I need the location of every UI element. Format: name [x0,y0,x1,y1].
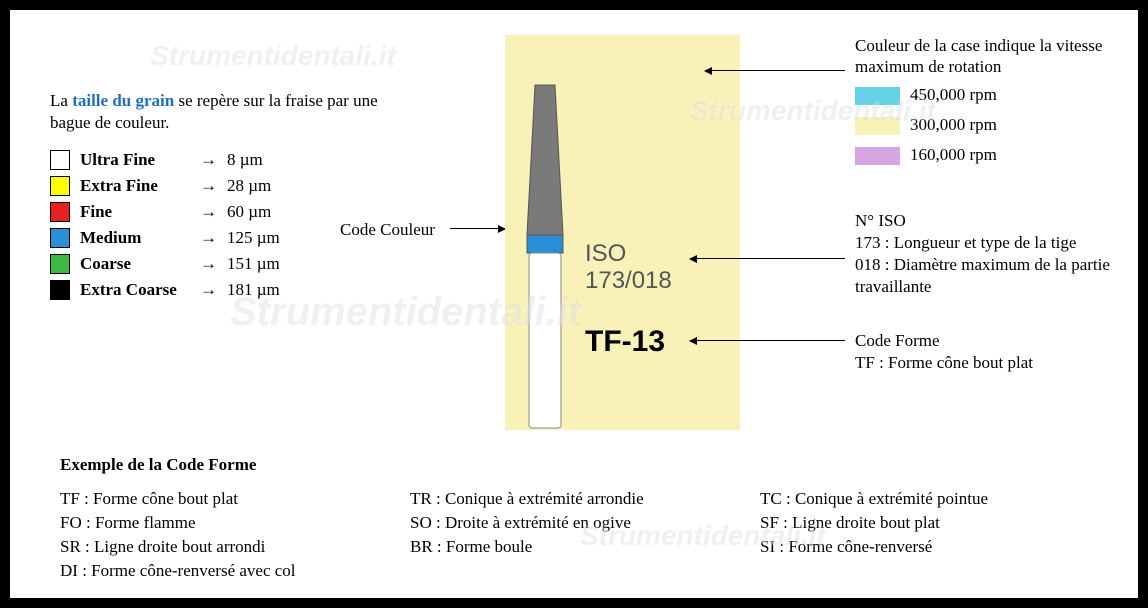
example-cell: FO : Forme flamme [60,513,410,533]
rpm-label: 300,000 rpm [910,115,997,134]
example-cell: TF : Forme cône bout plat [60,489,410,509]
arrow-icon: → [200,150,217,170]
intro-highlight: taille du grain [72,91,174,110]
example-cell: DI : Forme cône-renversé avec col [60,561,410,581]
rpm-list: 450,000 rpm 300,000 rpm 160,000 rpm [855,85,997,175]
grain-name: Extra Fine [80,176,190,196]
grain-swatch [50,228,70,248]
example-cell: BR : Forme boule [410,537,760,557]
intro-prefix: La [50,91,72,110]
grain-swatch [50,202,70,222]
code-forme-title: Code Forme [855,330,1135,352]
grain-name: Fine [80,202,190,222]
bur-svg [505,35,740,430]
grain-row: Ultra Fine → 8 µm [50,150,350,170]
bur-head [527,85,563,235]
grain-swatch [50,176,70,196]
bur-panel: ISO 173/018 TF-13 [505,35,740,430]
grain-name: Extra Coarse [80,280,190,300]
example-row: DI : Forme cône-renversé avec col [60,561,1110,581]
grain-size: 60 µm [227,202,271,222]
arrow-icon: → [200,176,217,196]
grain-size: 125 µm [227,228,280,248]
grain-row: Extra Coarse → 181 µm [50,280,350,300]
grain-size: 181 µm [227,280,280,300]
arrow-case-color [705,70,845,71]
intro-text: La taille du grain se repère sur la frai… [50,90,390,134]
grain-row: Coarse → 151 µm [50,254,350,274]
grain-swatch [50,150,70,170]
case-color-text: Couleur de la case indique la vitesse ma… [855,35,1125,78]
example-row: FO : Forme flammeSO : Droite à extrémité… [60,513,1110,533]
arrow-iso [690,258,845,259]
arrow-icon: → [200,254,217,274]
rpm-label: 450,000 rpm [910,85,997,104]
arrow-icon: → [200,280,217,300]
arrow-code-couleur [450,228,505,229]
example-cell: SO : Droite à extrémité en ogive [410,513,760,533]
code-forme-line1: TF : Forme cône bout plat [855,352,1135,374]
rpm-swatch [855,117,900,135]
bur-iso-label: ISO [585,240,626,268]
example-cell: TR : Conique à extrémité arrondie [410,489,760,509]
grain-name: Ultra Fine [80,150,190,170]
example-row: SR : Ligne droite bout arrondiBR : Forme… [60,537,1110,557]
watermark: Strumentidentali.it [150,40,396,72]
grain-swatch [50,280,70,300]
rpm-row: 300,000 rpm [855,115,997,135]
code-couleur-label: Code Couleur [340,220,435,240]
example-cell: SI : Forme cône-renversé [760,537,1110,557]
example-cell: SF : Ligne droite bout plat [760,513,1110,533]
example-row: TF : Forme cône bout platTR : Conique à … [60,489,1110,509]
iso-line1: 173 : Longueur et type de la tige [855,232,1135,254]
example-table: TF : Forme cône bout platTR : Conique à … [60,485,1110,581]
bur-iso-code: 173/018 [585,267,672,295]
rpm-row: 450,000 rpm [855,85,997,105]
example-cell: SR : Ligne droite bout arrondi [60,537,410,557]
grain-size: 151 µm [227,254,280,274]
grain-name: Coarse [80,254,190,274]
grain-name: Medium [80,228,190,248]
bur-shank [529,253,561,428]
grain-row: Extra Fine → 28 µm [50,176,350,196]
iso-line2: 018 : Diamètre maximum de la partie trav… [855,254,1135,298]
rpm-row: 160,000 rpm [855,145,997,165]
arrow-icon: → [200,228,217,248]
arrow-code-forme [690,340,845,341]
rpm-swatch [855,147,900,165]
code-forme-callout: Code Forme TF : Forme cône bout plat [855,330,1135,374]
iso-title: N° ISO [855,210,1135,232]
example-cell [410,561,760,581]
grain-row: Fine → 60 µm [50,202,350,222]
iso-callout: N° ISO 173 : Longueur et type de la tige… [855,210,1135,298]
bur-form-code: TF-13 [585,325,665,359]
grain-size: 8 µm [227,150,263,170]
example-title: Exemple de la Code Forme [60,455,256,475]
bur-band [527,235,563,253]
grain-row: Medium → 125 µm [50,228,350,248]
grain-size: 28 µm [227,176,271,196]
rpm-swatch [855,87,900,105]
rpm-label: 160,000 rpm [910,145,997,164]
arrow-icon: → [200,202,217,222]
grain-list: Ultra Fine → 8 µm Extra Fine → 28 µm Fine → 60 µ… [50,150,350,306]
example-cell [760,561,1110,581]
example-cell: TC : Conique à extrémité pointue [760,489,1110,509]
grain-swatch [50,254,70,274]
